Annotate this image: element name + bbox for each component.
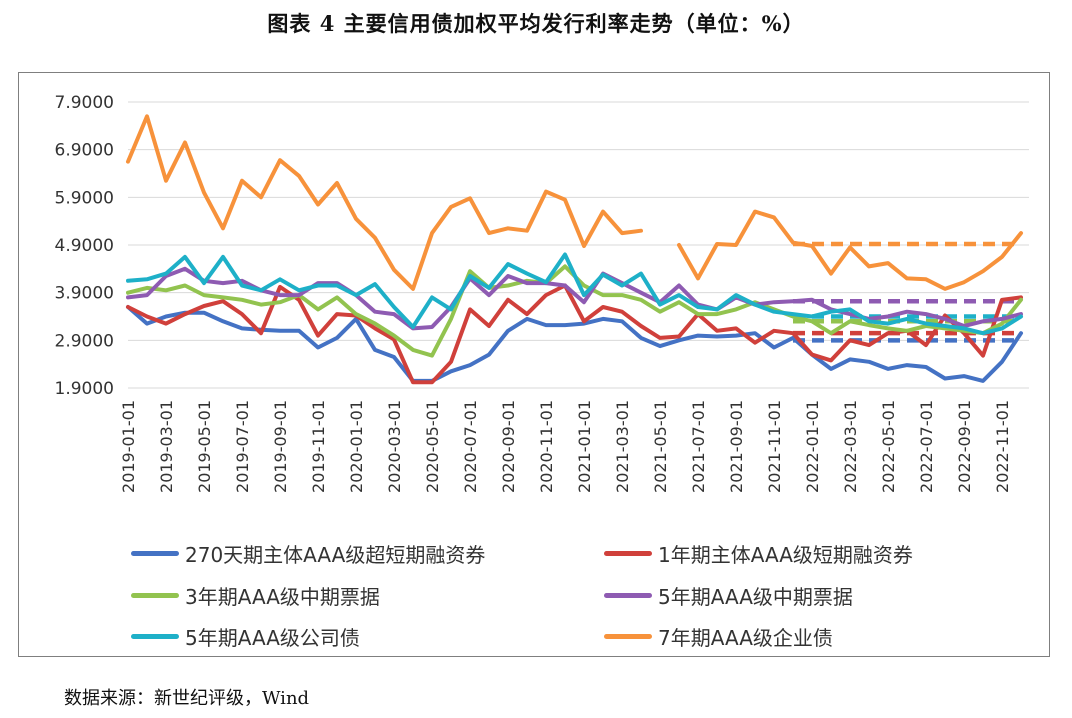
legend-swatch [131,634,179,639]
chart-frame: 1.9000 2.9000 3.9000 4.9000 5.9000 6.9000 7.90… [18,72,1050,657]
series-line [126,305,1023,383]
legend-swatch [604,593,652,598]
series-line [126,114,643,291]
line-chart: 1.9000 2.9000 3.9000 4.9000 5.9000 6.9000 7.90… [55,93,1029,493]
series-line [126,252,1023,336]
series-line [677,209,1023,291]
x-tick-label: 2019-01-01 [119,400,138,493]
y-tick-label: 3.9000 [55,284,114,304]
x-tick-label: 2022-05-01 [879,400,898,493]
x-tick-label: 2021-03-01 [613,400,632,493]
x-tick-label: 2022-01-01 [803,400,822,493]
legend-swatch [604,551,652,556]
y-tick-label: 2.9000 [55,331,114,351]
legend-item: 7年期AAA级企业债 [604,622,833,651]
legend-label: 5年期AAA级公司债 [185,626,360,650]
legend-label: 7年期AAA级企业债 [658,626,833,650]
legend-item: 1年期主体AAA级短期融资券 [604,539,913,568]
legend-label: 270天期主体AAA级超短期融资券 [185,543,486,567]
x-tick-label: 2020-09-01 [499,400,518,493]
legend-item: 3年期AAA级中期票据 [131,581,380,610]
x-tick-label: 2020-03-01 [385,400,404,493]
legend-label: 3年期AAA级中期票据 [185,585,380,609]
chart-title: 图表 4 主要信用债加权平均发行利率走势（单位：%） [267,11,805,36]
x-tick-label: 2022-09-01 [955,400,974,493]
y-tick-label: 4.9000 [55,236,114,256]
y-tick-label: 5.9000 [55,188,114,208]
legend-swatch [131,551,179,556]
legend-item: 270天期主体AAA级超短期融资券 [131,539,485,568]
y-tick-label: 6.9000 [55,141,114,161]
x-tick-label: 2022-07-01 [917,400,936,493]
x-tick-label: 2021-11-01 [765,400,784,493]
y-tick-label: 1.9000 [55,379,114,399]
x-tick-label: 2022-03-01 [841,400,860,493]
legend-item: 5年期AAA级中期票据 [604,581,853,610]
series-line [126,264,1023,358]
x-tick-label: 2020-07-01 [461,400,480,493]
legend-item: 5年期AAA级公司债 [131,622,360,651]
x-tick-label: 2021-01-01 [575,400,594,493]
x-tick-label: 2020-11-01 [537,400,556,493]
legend-swatch [604,634,652,639]
source-note: 数据来源：新世纪评级，Wind [64,688,310,709]
legend-swatch [131,593,179,598]
x-tick-label: 2021-05-01 [651,400,670,493]
x-tick-label: 2019-03-01 [157,400,176,493]
y-tick-label: 7.9000 [55,93,114,113]
x-tick-label: 2022-11-01 [993,400,1012,493]
legend-label: 5年期AAA级中期票据 [658,585,853,609]
x-tick-label: 2021-07-01 [689,400,708,493]
x-tick-label: 2021-09-01 [727,400,746,493]
legend-label: 1年期主体AAA级短期融资券 [658,543,913,567]
x-tick-label: 2020-05-01 [423,400,442,493]
x-tick-label: 2019-05-01 [195,400,214,493]
x-tick-label: 2019-09-01 [271,400,290,493]
x-tick-label: 2019-07-01 [233,400,252,493]
series-line [126,266,1023,331]
x-tick-label: 2020-01-01 [347,400,366,493]
x-tick-label: 2019-11-01 [309,400,328,493]
